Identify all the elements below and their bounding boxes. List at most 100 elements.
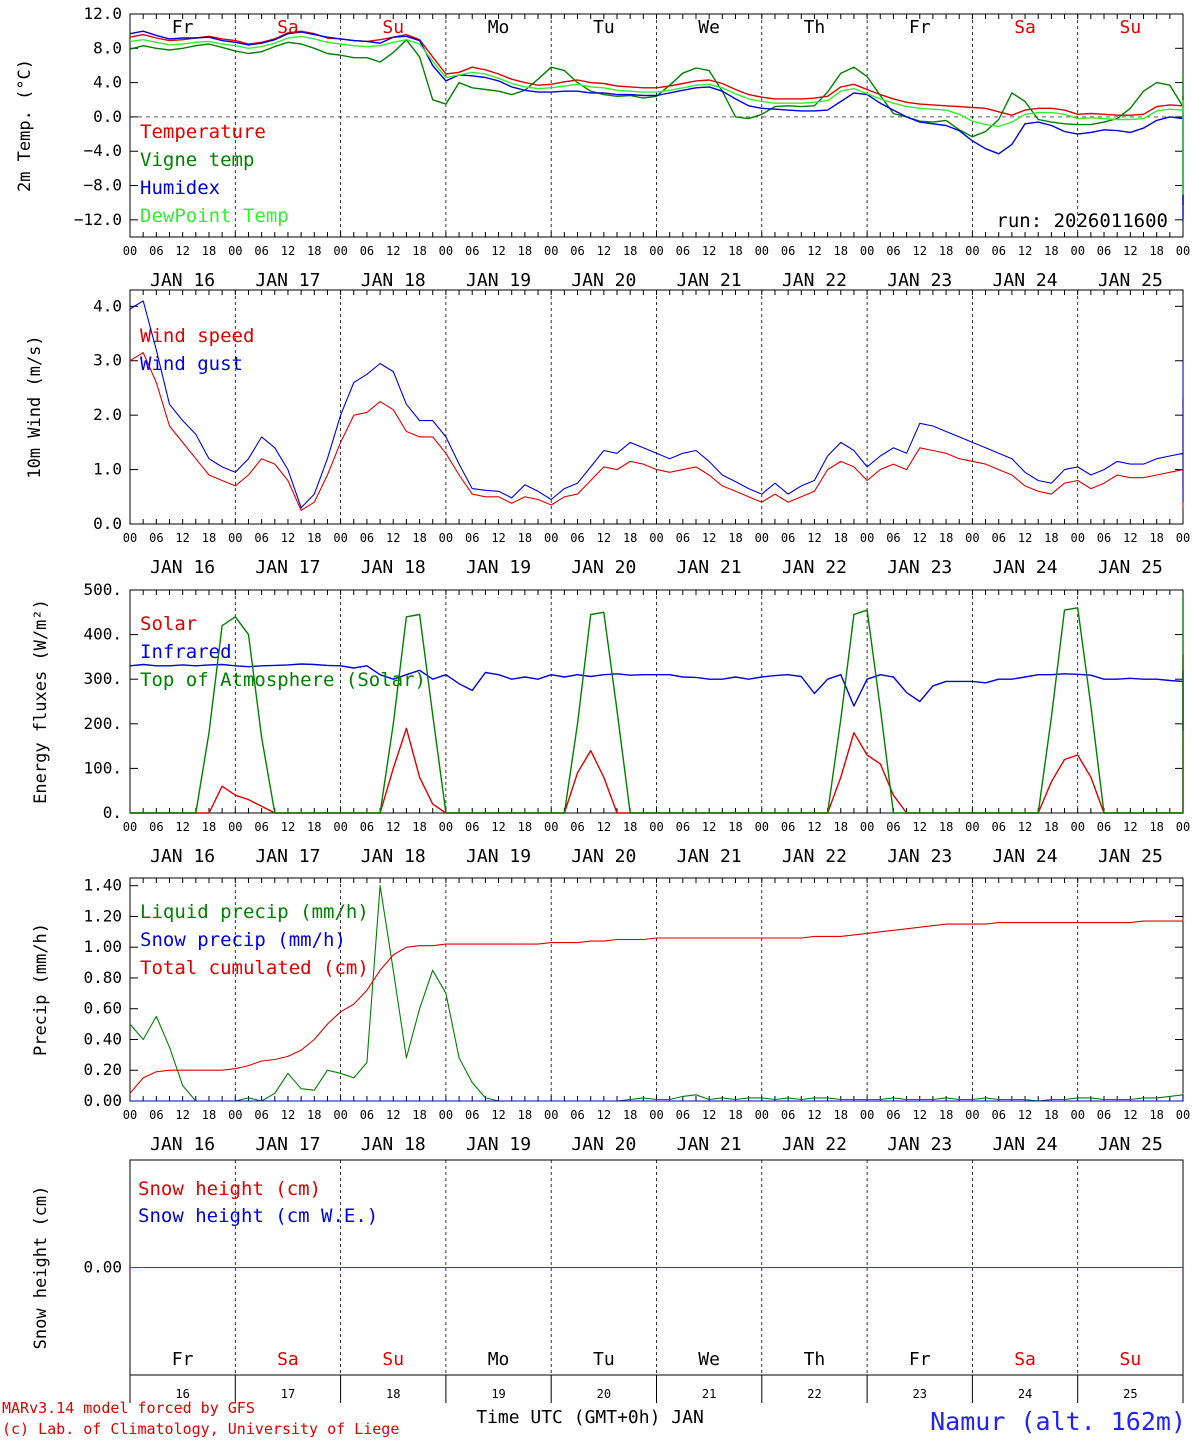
hour-tick-label: 12 [807,531,821,545]
hour-tick-label: 00 [1070,244,1084,258]
station-label: Namur (alt. 162m) [930,1407,1186,1436]
hour-tick-label: 06 [149,1108,163,1122]
date-label: JAN 16 [150,1134,215,1155]
hour-tick-label: 12 [807,820,821,834]
hour-tick-label: 12 [1123,1108,1137,1122]
panel-5: 0.00 Snow height (cm) Snow height (cm) Snow… [31,1159,1184,1403]
y-axis-label: 10m Wind (m/s) [25,335,45,478]
date-label: JAN 24 [993,846,1058,867]
date-label: JAN 23 [887,270,952,291]
date-label: JAN 23 [887,557,952,578]
hour-tick-label: 06 [991,1108,1005,1122]
hour-tick-label: 18 [1044,531,1058,545]
hour-tick-label: 06 [1097,244,1111,258]
hour-tick-label: 00 [123,820,137,834]
hour-tick-label: 06 [465,244,479,258]
day-name-label: Su [1120,17,1142,38]
hour-tick-label: 12 [597,1108,611,1122]
y-tick-label: −4.0 [83,141,122,160]
hour-tick-label: 06 [781,531,795,545]
day-name-label: Mo [488,1349,510,1370]
y-tick-label: 500. [83,580,122,599]
hour-tick-label: 18 [307,1108,321,1122]
hour-tick-label: 18 [307,531,321,545]
hour-tick-label: 00 [860,531,874,545]
date-label: JAN 23 [887,846,952,867]
date-label: JAN 23 [887,1134,952,1155]
date-label: JAN 25 [1098,1134,1163,1155]
day-name-label: Su [1120,1349,1142,1370]
hour-tick-label: 06 [1097,1108,1111,1122]
hour-tick-label: 18 [834,1108,848,1122]
hour-tick-label: 06 [465,1108,479,1122]
date-label: JAN 18 [361,270,426,291]
y-tick-label: 0.20 [83,1060,122,1079]
y-axis-label: Energy fluxes (W/m²) [31,599,51,804]
date-label: JAN 24 [993,557,1058,578]
hour-tick-label: 12 [281,820,295,834]
day-name-label: We [698,17,720,38]
hour-tick-label: 18 [518,1108,532,1122]
hour-tick-label: 00 [965,531,979,545]
hour-tick-label: 00 [333,1108,347,1122]
y-tick-label: 0.00 [83,1091,122,1110]
hour-tick-label: 12 [175,1108,189,1122]
y-tick-label: 200. [83,714,122,733]
y-tick-label: 1.40 [83,876,122,895]
hour-tick-label: 06 [676,244,690,258]
hour-tick-label: 00 [439,1108,453,1122]
y-axis-label: 2m Temp. (°C) [15,59,35,192]
date-label: JAN 18 [361,1134,426,1155]
y-tick-label: 0.0 [93,107,122,126]
date-label: JAN 21 [677,270,742,291]
hour-tick-label: 18 [834,531,848,545]
date-label: JAN 17 [255,846,320,867]
hour-tick-label: 18 [1044,820,1058,834]
hour-tick-label: 06 [570,1108,584,1122]
day-name-label: Su [382,17,404,38]
y-tick-label: −8.0 [83,176,122,195]
hour-tick-label: 12 [702,1108,716,1122]
date-label: JAN 22 [782,270,847,291]
hour-tick-label: 18 [307,244,321,258]
date-label: JAN 24 [993,1134,1058,1155]
hour-tick-label: 12 [807,1108,821,1122]
hour-tick-label: 00 [123,1108,137,1122]
hour-tick-label: 06 [886,244,900,258]
date-label: JAN 16 [150,557,215,578]
hour-tick-label: 18 [202,820,216,834]
legend-entry: Top of Atmosphere (Solar) [140,669,426,691]
hour-tick-label: 12 [597,244,611,258]
panel-3: 500. 400. 300. 200. 100. 0. Energy fluxes (W/m… [31,580,1190,867]
hour-tick-label: 12 [702,244,716,258]
date-label: JAN 20 [571,270,636,291]
hour-tick-label: 00 [965,244,979,258]
hour-tick-label: 12 [597,531,611,545]
series-line-top-of-atmosphere-solar- [130,596,1184,814]
hour-tick-label: 00 [228,1108,242,1122]
day-name-label: Sa [277,1349,299,1370]
date-label: JAN 17 [255,1134,320,1155]
hour-tick-label: 06 [676,531,690,545]
y-tick-label: 1.00 [83,937,122,956]
lab-credit: (c) Lab. of Climatology, University of L… [2,1420,399,1438]
hour-tick-label: 18 [1044,1108,1058,1122]
legend-entry: Humidex [140,177,220,199]
hour-tick-label: 18 [518,244,532,258]
hour-tick-label: 18 [307,820,321,834]
day-name-label: Su [382,1349,404,1370]
hour-tick-label: 00 [965,1108,979,1122]
hour-tick-label: 00 [860,1108,874,1122]
hour-tick-label: 12 [597,820,611,834]
hour-tick-label: 18 [939,1108,953,1122]
hour-tick-label: 00 [860,820,874,834]
hour-tick-label: 00 [1176,1108,1190,1122]
hour-tick-label: 06 [1097,531,1111,545]
hour-tick-label: 06 [254,820,268,834]
date-label: JAN 19 [466,557,531,578]
hour-tick-label: 00 [228,531,242,545]
hour-tick-label: 18 [1149,531,1163,545]
hour-tick-label: 06 [570,244,584,258]
hour-tick-label: 00 [123,244,137,258]
hour-tick-label: 18 [1044,244,1058,258]
